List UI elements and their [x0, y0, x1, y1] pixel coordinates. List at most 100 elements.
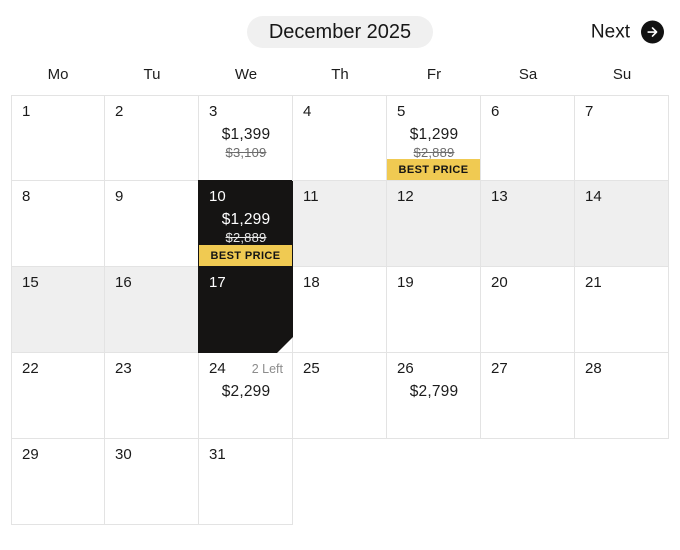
cell-top-row: 21	[585, 274, 659, 293]
weekday-label-th: Th	[331, 66, 349, 83]
day-number: 20	[491, 274, 508, 291]
calendar-empty-cell	[293, 439, 387, 525]
calendar-day-cell[interactable]: 21	[575, 267, 669, 353]
cell-top-row: 6	[491, 103, 565, 122]
weekday-label-fr: Fr	[426, 66, 442, 83]
calendar-grid: 1 2 3 $1,399 $3,109 4 5	[11, 95, 669, 525]
price-label: $1,399	[221, 125, 271, 143]
calendar-day-cell[interactable]: 7	[575, 95, 669, 181]
calendar-day-cell[interactable]: 8	[11, 181, 105, 267]
cell-top-row: 22	[22, 360, 95, 379]
cell-top-row: 18	[303, 274, 377, 293]
calendar-day-cell[interactable]: 3 $1,399 $3,109	[199, 95, 293, 181]
cell-top-row: 2	[115, 103, 189, 122]
calendar-day-cell[interactable]: 26 $2,799	[387, 353, 481, 439]
calendar-day-cell[interactable]: 12	[387, 181, 481, 267]
calendar-empty-cell	[481, 439, 575, 525]
cell-top-row: 3	[209, 103, 283, 122]
calendar-day-cell[interactable]: 11	[293, 181, 387, 267]
calendar-day-cell[interactable]: 4	[293, 95, 387, 181]
calendar-day-cell[interactable]: 5 $1,299 $2,889 BEST PRICE	[387, 95, 481, 181]
cell-top-row: 7	[585, 103, 659, 122]
day-number: 17	[209, 274, 226, 291]
calendar-day-cell[interactable]: 19	[387, 267, 481, 353]
cell-top-row: 28	[585, 360, 659, 379]
day-number: 19	[397, 274, 414, 291]
calendar-day-cell[interactable]: 30	[105, 439, 199, 525]
day-number: 24	[209, 360, 226, 377]
day-number: 27	[491, 360, 508, 377]
calendar-day-cell[interactable]: 28	[575, 353, 669, 439]
cell-top-row: 15	[22, 274, 95, 293]
day-number: 25	[303, 360, 320, 377]
calendar-day-cell[interactable]: 29	[11, 439, 105, 525]
cell-top-row: 23	[115, 360, 189, 379]
day-number: 31	[209, 446, 226, 463]
old-price-label: $2,889	[413, 144, 455, 160]
day-number: 11	[303, 188, 319, 205]
day-number: 6	[491, 103, 500, 120]
cell-top-row: 13	[491, 188, 565, 207]
calendar-day-cell[interactable]: 22	[11, 353, 105, 439]
day-number: 1	[22, 103, 31, 120]
day-number: 29	[22, 446, 39, 463]
calendar-day-cell[interactable]: 31	[199, 439, 293, 525]
best-price-badge: BEST PRICE	[387, 159, 480, 180]
calendar-day-cell[interactable]: 20	[481, 267, 575, 353]
day-number: 4	[303, 103, 312, 120]
day-number: 14	[585, 188, 602, 205]
day-number: 16	[115, 274, 132, 291]
calendar-day-cell[interactable]: 23	[105, 353, 199, 439]
best-price-badge: BEST PRICE	[199, 245, 292, 266]
next-button-label: Next	[590, 21, 630, 42]
calendar-day-cell[interactable]: 1	[11, 95, 105, 181]
day-number: 21	[585, 274, 602, 291]
calendar-day-cell[interactable]: 18	[293, 267, 387, 353]
day-number: 3	[209, 103, 218, 120]
next-month-button[interactable]: Next	[590, 20, 664, 44]
calendar-day-cell[interactable]: 14	[575, 181, 669, 267]
day-number: 13	[491, 188, 508, 205]
price-label: $1,299	[409, 125, 459, 143]
calendar-day-cell[interactable]: 25	[293, 353, 387, 439]
calendar-empty-cell	[575, 439, 669, 525]
day-number: 5	[397, 103, 406, 120]
weekday-label-su: Su	[612, 66, 632, 83]
weekday-label-mo: Mo	[47, 66, 69, 83]
cell-top-row: 1	[22, 103, 95, 122]
old-price-label: $2,889	[225, 229, 267, 245]
month-label: December 2025	[246, 16, 434, 48]
day-number: 15	[22, 274, 39, 291]
cell-top-row: 8	[22, 188, 95, 207]
old-price-label: $3,109	[225, 144, 267, 160]
weekday-header-row: Mo Tu We Th Fr Sa Su	[0, 66, 680, 83]
price-label: $1,299	[221, 210, 271, 228]
calendar-header: December 2025 Next	[0, 13, 680, 51]
cell-top-row: 26	[397, 360, 471, 379]
cell-top-row: 4	[303, 103, 377, 122]
calendar-day-cell[interactable]: 10 $1,299 $2,889 BEST PRICE	[199, 181, 293, 267]
calendar-day-cell[interactable]: 15	[11, 267, 105, 353]
day-number: 22	[22, 360, 39, 377]
cell-top-row: 9	[115, 188, 189, 207]
calendar-day-cell[interactable]: 16	[105, 267, 199, 353]
calendar-empty-cell	[387, 439, 481, 525]
calendar-day-cell[interactable]: 6	[481, 95, 575, 181]
calendar-day-cell[interactable]: 2	[105, 95, 199, 181]
calendar-day-cell[interactable]: 13	[481, 181, 575, 267]
weekday-label-we: We	[234, 66, 258, 83]
availability-label: 2 Left	[251, 362, 283, 376]
price-label: $2,799	[409, 382, 459, 400]
calendar-day-cell[interactable]: 17	[199, 267, 293, 353]
cell-top-row: 20	[491, 274, 565, 293]
cell-top-row: 19	[397, 274, 471, 293]
day-number: 2	[115, 103, 124, 120]
day-number: 9	[115, 188, 124, 205]
price-label: $2,299	[221, 382, 271, 400]
cell-top-row: 30	[115, 446, 189, 465]
day-number: 12	[397, 188, 414, 205]
calendar-day-cell[interactable]: 24 2 Left $2,299	[199, 353, 293, 439]
calendar-day-cell[interactable]: 9	[105, 181, 199, 267]
cell-top-row: 5	[397, 103, 471, 122]
calendar-day-cell[interactable]: 27	[481, 353, 575, 439]
